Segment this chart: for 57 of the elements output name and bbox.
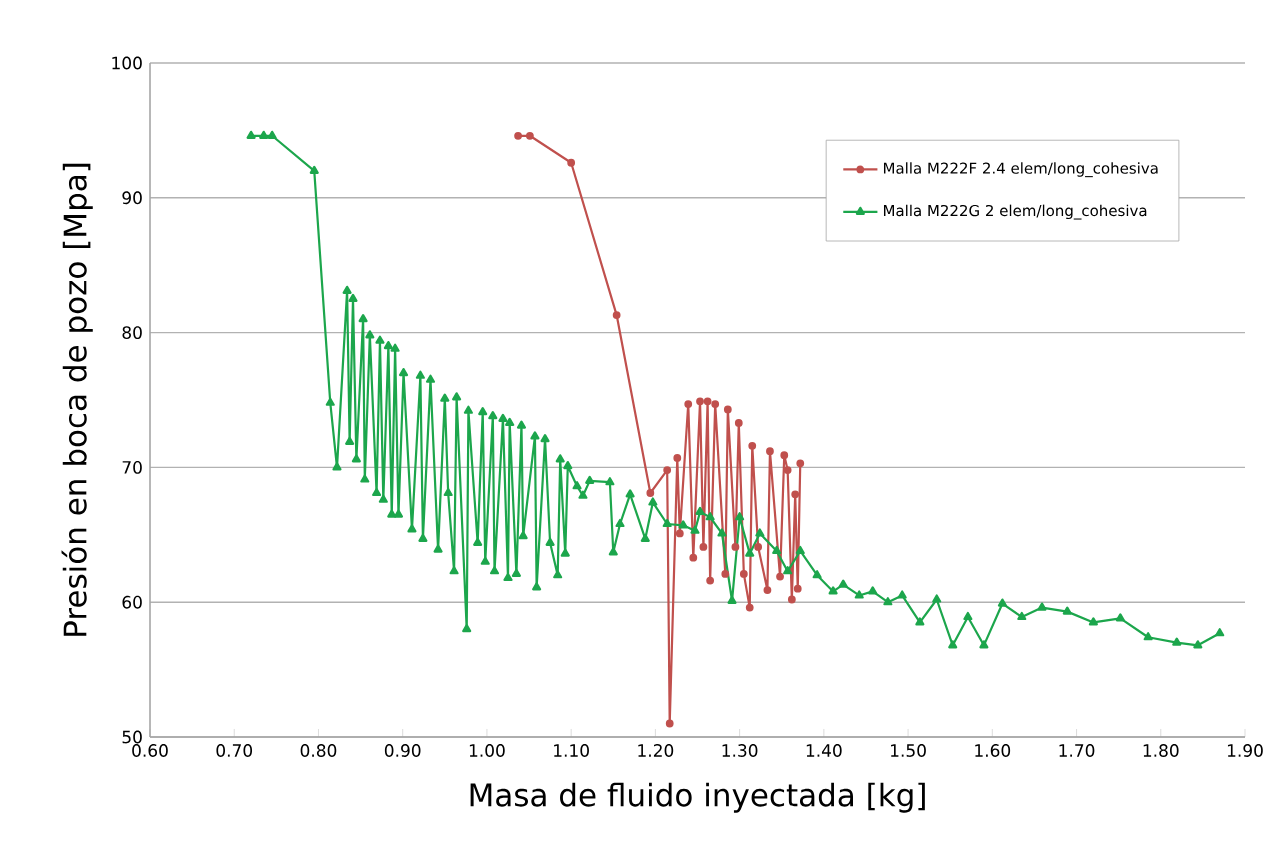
x-tick-label: 0.60	[132, 744, 168, 757]
x-tick-label: 1.20	[638, 744, 674, 757]
legend-label: Malla M222F 2.4 elem/long_cohesiva	[883, 162, 1158, 178]
point	[711, 400, 720, 408]
x-tick-label: 1.40	[806, 744, 842, 757]
y-tick-label: 50	[122, 730, 142, 744]
point	[675, 529, 684, 538]
point	[748, 441, 757, 450]
point	[525, 131, 534, 140]
x-tick-label: 0.90	[384, 744, 421, 757]
point	[721, 569, 730, 578]
point	[723, 405, 732, 414]
x-tick-label: 1.90	[1227, 744, 1263, 757]
point	[745, 603, 754, 612]
y-tick-label: 100	[112, 56, 142, 70]
point	[514, 131, 522, 140]
point	[673, 454, 682, 462]
y-tick-label: 70	[122, 460, 142, 474]
x-tick-label: 1.80	[1143, 744, 1179, 757]
point	[783, 466, 792, 474]
legend-label: Malla M222G 2 elem/long_cohesiva	[883, 204, 1147, 220]
point	[665, 719, 674, 728]
point	[734, 419, 743, 427]
point	[684, 400, 693, 408]
point	[689, 553, 698, 562]
point	[776, 572, 784, 581]
y-tick-label: 80	[122, 326, 142, 340]
point	[739, 569, 748, 578]
point	[646, 489, 655, 497]
point	[754, 543, 763, 551]
x-tick-label: 1.50	[891, 744, 926, 757]
x-tick-label: 1.70	[1059, 744, 1095, 757]
point	[731, 543, 740, 551]
x-tick-label: 1.60	[975, 744, 1011, 757]
y-tick-label: 60	[122, 595, 142, 609]
point	[703, 397, 712, 406]
x-axis-title: Masa de fluido inyectada [kg]	[470, 782, 925, 813]
y-tick-label: 90	[122, 191, 142, 205]
point	[793, 584, 802, 593]
point	[696, 397, 704, 406]
x-tick-label: 1.00	[469, 744, 505, 757]
point	[612, 311, 621, 319]
point	[791, 490, 800, 499]
point	[766, 447, 774, 456]
x-tick-label: 1.30	[722, 744, 758, 757]
point	[787, 595, 796, 604]
point	[763, 586, 772, 594]
point	[567, 158, 576, 167]
x-tick-label: 1.10	[554, 744, 589, 757]
x-tick-label: 0.70	[216, 744, 253, 757]
x-tick-label: 0.80	[300, 744, 337, 757]
point	[663, 466, 672, 474]
point	[796, 459, 805, 468]
point	[699, 543, 708, 551]
y-axis-title: Presión en boca de pozo [Mpa]	[61, 163, 93, 636]
point	[706, 576, 715, 585]
point	[780, 451, 789, 460]
